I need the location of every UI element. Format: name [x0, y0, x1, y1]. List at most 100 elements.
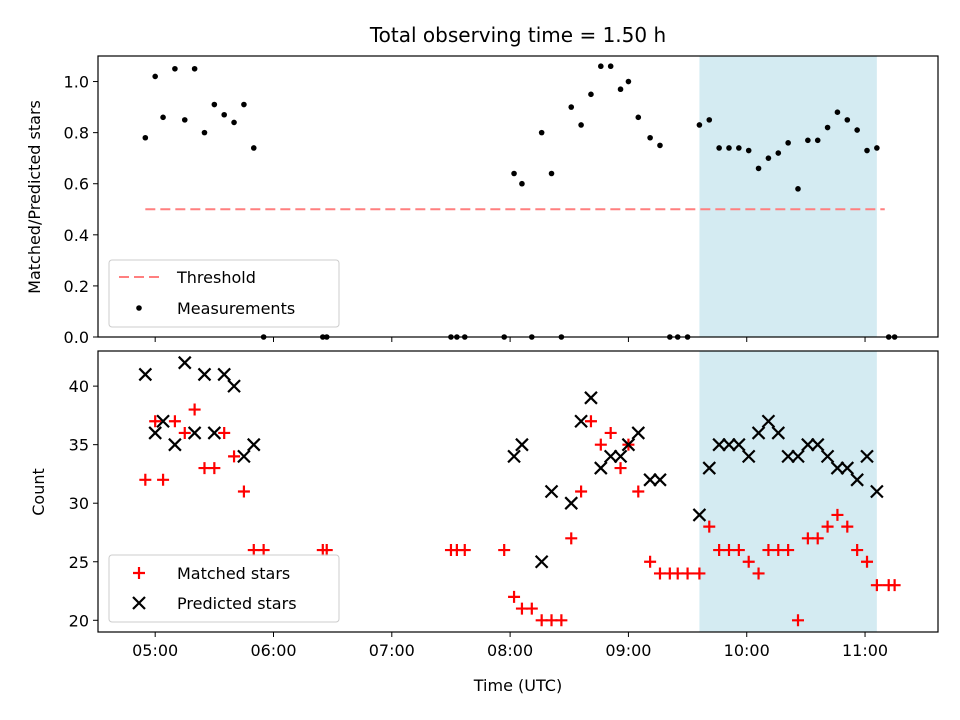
matched-star-point [604, 426, 617, 439]
top-panel: 0.0 0.2 0.4 0.6 0.8 1.0 Matched/Predicted sta… [25, 55, 939, 347]
measurement-point [736, 145, 742, 151]
predicted-star-point [801, 437, 815, 452]
predicted-star-point [791, 449, 805, 464]
x-tick-label: 08:00 [487, 641, 533, 660]
measurement-point [588, 91, 594, 98]
matched-star-point [821, 520, 834, 533]
bottom-y-tick-label: 20 [69, 611, 89, 630]
top-y-tick-label: 0.8 [64, 124, 89, 143]
predicted-star-point [830, 461, 845, 475]
predicted-star-point [564, 496, 579, 510]
top-y-tick-label: 0.4 [64, 226, 89, 245]
matched-star-point [228, 450, 241, 463]
x-tick-label: 10:00 [724, 641, 770, 660]
measurement-point [775, 150, 782, 156]
measurements-points [142, 63, 898, 340]
predicted-star-point [653, 473, 667, 487]
predicted-star-point [870, 484, 884, 499]
matched-star-point [157, 473, 170, 486]
matched-star-point [681, 567, 694, 580]
measurement-point [726, 145, 732, 151]
matched-star-point [870, 579, 883, 592]
matched-star-point [782, 544, 795, 557]
predicted-star-point [850, 473, 864, 487]
matched-star-point [178, 426, 191, 439]
measurement-point [716, 145, 722, 151]
predicted-star-point [751, 426, 766, 440]
predicted-star-point [860, 449, 874, 464]
predicted-star-point [722, 437, 736, 452]
measurement-point [647, 134, 653, 141]
predicted-star-point [810, 437, 825, 452]
measurement-point [511, 170, 517, 177]
measurement-point [221, 111, 227, 118]
matched-star-point [703, 520, 716, 533]
measurement-point [745, 147, 752, 154]
measurement-point [696, 122, 703, 128]
top-legend: Threshold Measurements [108, 259, 340, 328]
predicted-star-point [227, 379, 241, 393]
matched-star-point [693, 567, 706, 580]
matched-star-point [139, 473, 152, 486]
bottom-y-tick-label: 25 [69, 553, 89, 572]
matched-star-point [644, 555, 657, 568]
measurement-point [795, 186, 801, 192]
bottom-y-axis-label: Count [29, 468, 48, 516]
predicted-star-point [138, 367, 153, 382]
matched-star-point [792, 614, 804, 627]
matched-star-point [841, 520, 854, 533]
predicted-star-point [246, 437, 261, 452]
top-y-ticks: 0.0 0.2 0.4 0.6 0.8 1.0 [64, 73, 98, 347]
bottom-y-tick-label: 35 [69, 436, 89, 455]
top-y-tick-label: 0.2 [64, 277, 89, 296]
measurement-point [706, 117, 713, 123]
top-legend-box [108, 259, 340, 328]
matched-star-point [565, 532, 578, 545]
measurement-point [538, 129, 545, 136]
matched-star-point [208, 462, 221, 475]
predicted-stars-points [138, 355, 884, 569]
matched-stars-points [139, 403, 901, 627]
bottom-y-ticks: 20 25 30 35 40 [69, 377, 98, 630]
predicted-star-point [544, 484, 559, 499]
measurement-point [548, 170, 555, 177]
legend-measurements-label: Measurements [177, 299, 295, 318]
predicted-star-point [594, 461, 608, 475]
matched-star-point [831, 508, 844, 521]
bottom-shaded-region [699, 351, 877, 632]
predicted-star-point [168, 437, 182, 452]
predicted-star-point [761, 414, 776, 429]
predicted-star-point [781, 449, 795, 464]
matched-star-point [149, 415, 162, 428]
predicted-star-point [613, 449, 628, 464]
matched-star-point [861, 555, 874, 568]
matched-star-point [594, 438, 607, 451]
predicted-star-point [534, 554, 549, 569]
legend-predicted-label: Predicted stars [177, 594, 297, 613]
matched-star-point [168, 415, 181, 428]
predicted-star-point [741, 449, 756, 464]
measurement-point [201, 129, 208, 136]
measurement-point [152, 73, 158, 80]
measurement-point [635, 114, 642, 121]
measurement-point [250, 145, 257, 151]
matched-star-point [237, 485, 250, 498]
measurement-point [211, 101, 218, 108]
matched-star-point [752, 567, 765, 580]
predicted-star-point [515, 437, 529, 452]
bottom-legend: Matched stars Predicted stars [108, 554, 340, 623]
measurement-point [617, 86, 624, 93]
measurement-point [814, 137, 821, 144]
predicted-star-point [507, 449, 521, 464]
matched-star-point [508, 590, 521, 603]
matched-star-point [575, 485, 588, 498]
matched-star-point [632, 485, 645, 498]
predicted-star-point [840, 461, 855, 475]
matched-star-point [811, 532, 824, 545]
top-y-tick-label: 0.0 [64, 328, 89, 347]
measurement-point [142, 134, 149, 141]
bottom-panel: 05:00 06:00 07:00 08:00 09:00 10:00 11:00 20 25… [29, 350, 939, 695]
matched-star-point [614, 462, 627, 475]
bottom-x-ticks: 05:00 06:00 07:00 08:00 09:00 10:00 11:00 [132, 632, 888, 660]
bottom-y-tick-label: 40 [69, 377, 89, 396]
